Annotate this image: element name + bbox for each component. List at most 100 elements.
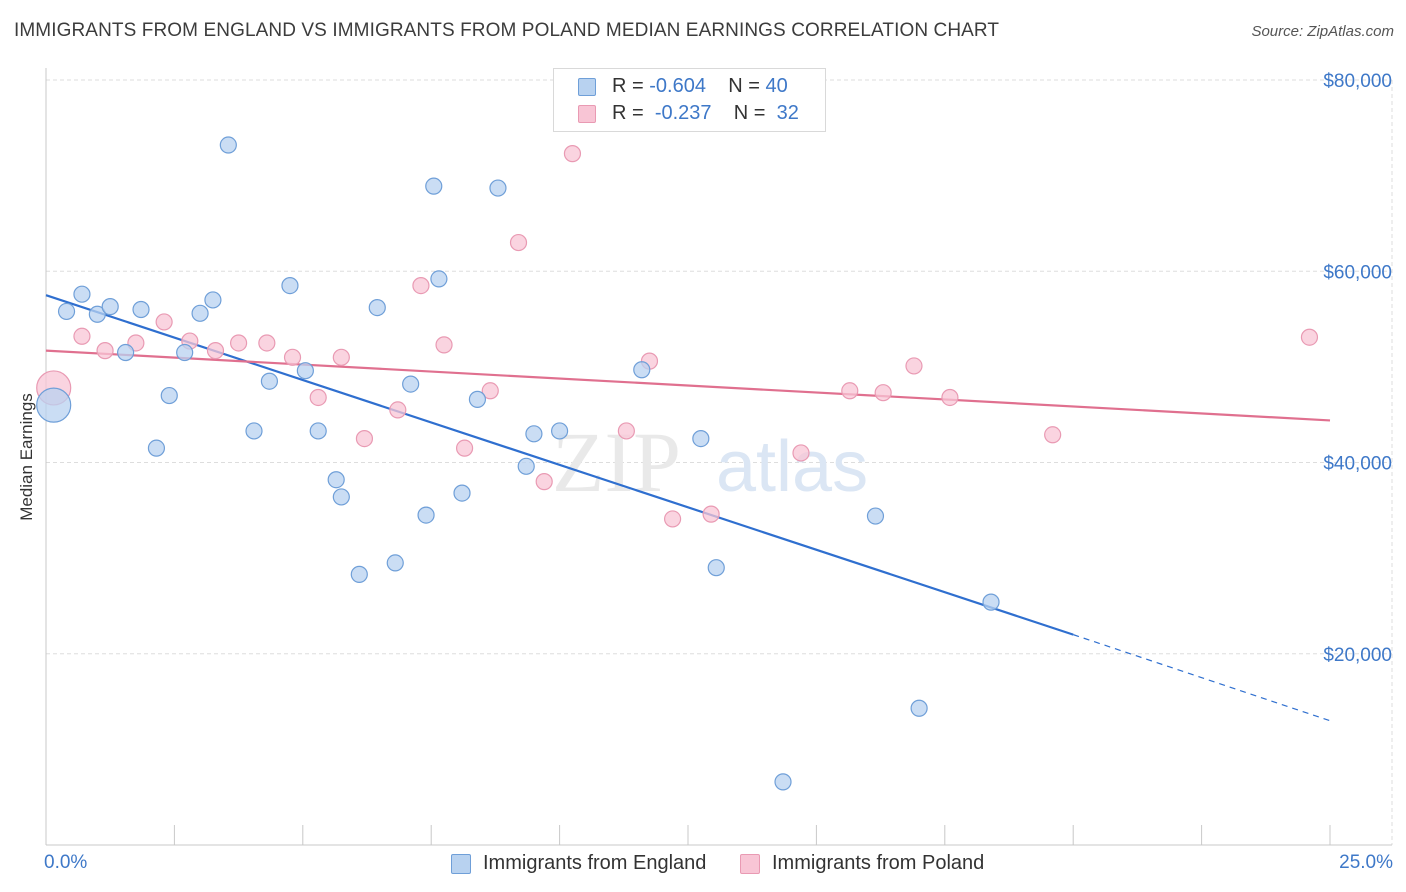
england-point <box>525 425 543 443</box>
legend-text-poland: R = -0.237 N = 32 <box>612 102 799 125</box>
poland-point <box>283 348 302 366</box>
legend-r-label: R = <box>612 75 644 97</box>
legend-swatch-poland <box>740 854 760 874</box>
legend-swatch-england <box>451 854 471 874</box>
legend-n-value: 40 <box>765 75 788 97</box>
x-tick-label-max: 25.0% <box>1339 852 1393 873</box>
england-point <box>633 361 651 379</box>
poland-point <box>874 384 892 402</box>
england-point <box>910 699 928 717</box>
poland-point <box>258 334 276 352</box>
poland-point <box>481 382 499 400</box>
legend-label-england: Immigrants from England <box>483 852 707 874</box>
england-point <box>489 179 507 197</box>
y-tick-label: $20,000 <box>1323 645 1392 666</box>
source-note: Source: ZipAtlas.com <box>1251 23 1394 40</box>
england-point <box>245 422 263 440</box>
y-tick-label: $80,000 <box>1323 71 1392 92</box>
trend-layer <box>45 294 1331 722</box>
watermark-zip: ZIP <box>552 414 681 510</box>
england-point <box>219 136 237 154</box>
correlation-legend: R = -0.604 N = 40 R = -0.237 N = 32 <box>553 68 826 132</box>
england-point <box>132 300 150 319</box>
poland-point <box>841 382 859 400</box>
poland-point <box>389 401 407 419</box>
legend-r-value: -0.604 <box>649 75 706 97</box>
england-point <box>260 372 279 390</box>
poland-point <box>230 334 248 352</box>
england-point <box>101 298 119 316</box>
england-point <box>204 291 222 309</box>
england-point <box>707 559 725 577</box>
poland-point <box>563 145 582 163</box>
poland-point <box>455 439 474 457</box>
poland-point <box>1044 426 1062 444</box>
trend-line-england-extension <box>1073 634 1331 722</box>
england-point <box>453 484 471 502</box>
poland-point <box>355 429 374 448</box>
england-point <box>176 343 194 362</box>
watermark-atlas: atlas <box>716 427 868 507</box>
watermark: ZIP atlas <box>552 414 868 510</box>
poland-point <box>905 357 923 375</box>
poland-point <box>792 444 810 462</box>
legend-n-label: N = <box>733 102 766 124</box>
england-point <box>57 302 76 321</box>
y-axis-label: Median Earnings <box>17 393 36 521</box>
england-point <box>866 507 885 525</box>
trend-line-poland <box>45 349 1331 422</box>
england-point <box>160 386 178 405</box>
y-tick-labels: $20,000 $40,000 $60,000 $80,000 <box>1323 71 1392 666</box>
england-point <box>36 387 72 423</box>
poland-point <box>155 313 173 331</box>
england-point <box>281 276 299 295</box>
england-point <box>692 429 710 448</box>
legend-n-value: 32 <box>776 102 799 124</box>
england-point <box>147 439 166 457</box>
poland-point <box>435 336 453 354</box>
legend-swatch-england <box>578 78 596 96</box>
england-point <box>73 285 91 303</box>
england-point <box>386 554 404 572</box>
poland-point <box>702 505 720 523</box>
poland-point <box>412 276 430 295</box>
legend-n-label: N = <box>728 75 760 97</box>
poland-point <box>941 388 959 407</box>
poland-point <box>332 348 350 366</box>
england-point <box>368 298 386 317</box>
england-point <box>417 506 435 524</box>
chart-title: IMMIGRANTS FROM ENGLAND VS IMMIGRANTS FR… <box>14 20 1000 41</box>
y-tick-label: $40,000 <box>1323 454 1392 475</box>
england-point <box>309 422 327 440</box>
england-point <box>402 375 420 393</box>
england-point <box>982 593 1000 611</box>
x-tick-label-min: 0.0% <box>44 852 88 873</box>
england-point <box>332 488 350 506</box>
legend-r-label: R = <box>612 102 644 124</box>
poland-point <box>309 388 327 407</box>
points-layer <box>36 136 1319 791</box>
poland-point <box>617 422 635 440</box>
poland-point <box>206 342 225 360</box>
england-point <box>191 304 209 322</box>
england-point <box>350 565 368 583</box>
england-point <box>550 422 569 440</box>
legend-text-england: R = -0.604 N = 40 <box>612 75 788 98</box>
grid-layer <box>46 79 1393 845</box>
england-point <box>430 270 448 288</box>
poland-point <box>96 342 114 360</box>
england-point <box>88 305 106 323</box>
legend-r-value: -0.237 <box>654 102 712 124</box>
legend-swatch-poland <box>578 105 596 123</box>
y-tick-label: $60,000 <box>1323 262 1392 283</box>
legend-label-poland: Immigrants from Poland <box>772 852 985 874</box>
england-point <box>327 471 345 489</box>
england-point <box>296 362 314 380</box>
trend-line-england <box>45 294 1074 636</box>
poland-point <box>1300 328 1319 346</box>
poland-point <box>509 233 528 252</box>
axes-layer <box>45 68 1392 846</box>
poland-point <box>535 473 553 491</box>
england-point <box>774 773 792 791</box>
